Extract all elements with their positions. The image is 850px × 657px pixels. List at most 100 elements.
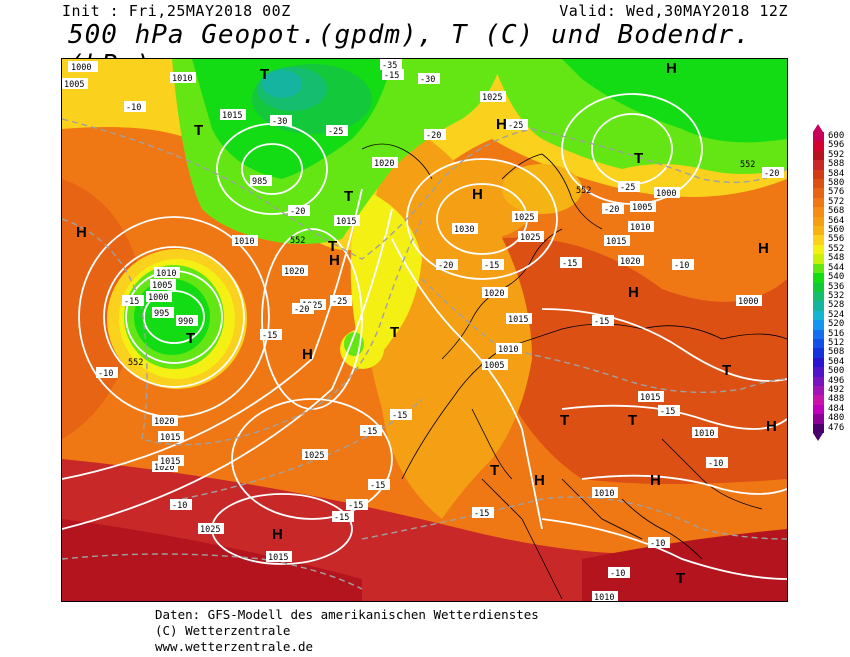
legend-label: 556 bbox=[828, 234, 845, 245]
isobar-label: 990 bbox=[176, 315, 198, 327]
isobar-label: 1025 bbox=[198, 523, 224, 535]
svg-text:1000: 1000 bbox=[71, 63, 91, 73]
temp-label: -10 bbox=[706, 457, 728, 469]
legend-label: 552 bbox=[828, 243, 845, 254]
center-h: H bbox=[766, 418, 777, 435]
svg-text:1020: 1020 bbox=[154, 463, 174, 473]
legend-swatch bbox=[813, 338, 824, 349]
legend-label: 492 bbox=[828, 384, 845, 395]
svg-text:1015: 1015 bbox=[268, 553, 288, 563]
legend-label: 588 bbox=[828, 159, 845, 170]
center-t: T bbox=[328, 238, 337, 255]
isobar-label: 1005 bbox=[62, 78, 88, 90]
legend-swatch bbox=[813, 385, 824, 396]
svg-text:1015: 1015 bbox=[606, 237, 626, 247]
isobar-label: 1030 bbox=[452, 223, 478, 235]
isobar-label: 1010 bbox=[496, 343, 522, 355]
center-h: H bbox=[329, 252, 340, 269]
temp-label: -10 bbox=[124, 101, 146, 113]
center-t: T bbox=[186, 330, 195, 347]
svg-text:-20: -20 bbox=[426, 131, 441, 141]
legend-swatch bbox=[813, 291, 824, 302]
temp-label: -30 bbox=[418, 73, 440, 85]
temp-label: -10 bbox=[608, 567, 630, 579]
isobar-label: 1025 bbox=[480, 91, 506, 103]
svg-text:1030: 1030 bbox=[454, 225, 474, 235]
svg-text:-25: -25 bbox=[328, 127, 343, 137]
legend-swatch bbox=[813, 357, 824, 368]
legend-swatch bbox=[813, 235, 824, 245]
svg-text:-10: -10 bbox=[126, 103, 141, 113]
valid-time: Valid: Wed,30MAY2018 12Z bbox=[559, 2, 788, 20]
svg-text:1020: 1020 bbox=[154, 417, 174, 427]
svg-text:-15: -15 bbox=[124, 297, 139, 307]
legend-row: 596 bbox=[813, 140, 850, 151]
height-label: 552 bbox=[128, 358, 143, 368]
temp-label: -10 bbox=[170, 499, 192, 511]
center-h: H bbox=[472, 186, 483, 203]
legend-swatch bbox=[813, 169, 824, 180]
temp-label: -15 bbox=[332, 511, 354, 523]
svg-text:-25: -25 bbox=[508, 121, 523, 131]
legend-label: 524 bbox=[828, 309, 845, 320]
legend-row: 580 bbox=[813, 178, 850, 189]
isobar-label: 1015 bbox=[158, 455, 184, 467]
legend-row: 536 bbox=[813, 282, 850, 292]
temp-label: -15 bbox=[260, 329, 282, 341]
color-legend: 600 596 592 588 584 580 576 572 568 564 560 556 552 5… bbox=[813, 124, 850, 441]
legend-swatch bbox=[813, 216, 824, 227]
legend-swatch bbox=[813, 244, 824, 255]
legend-swatch bbox=[813, 207, 824, 217]
legend-swatch bbox=[813, 282, 824, 292]
svg-text:1020: 1020 bbox=[620, 257, 640, 267]
svg-text:-15: -15 bbox=[370, 481, 385, 491]
legend-label: 600 bbox=[828, 131, 845, 141]
temp-label: -15 bbox=[592, 315, 614, 327]
isobar-label: 1015 bbox=[220, 109, 246, 121]
svg-text:-10: -10 bbox=[674, 261, 689, 271]
legend-row: 532 bbox=[813, 291, 850, 302]
isobar-label: 1025 bbox=[512, 211, 538, 223]
legend-swatch bbox=[813, 320, 824, 330]
center-t: T bbox=[634, 150, 643, 167]
legend-label: 580 bbox=[828, 178, 845, 189]
isobar-label: 1025 bbox=[518, 231, 544, 243]
isobar-label: 1005 bbox=[150, 279, 176, 291]
legend-row: 484 bbox=[813, 404, 850, 415]
legend-row: 556 bbox=[813, 234, 850, 245]
svg-text:1005: 1005 bbox=[632, 203, 652, 213]
temp-label: -25 bbox=[326, 125, 348, 137]
legend-label: 592 bbox=[828, 149, 845, 160]
legend-row: 504 bbox=[813, 356, 850, 368]
svg-text:1020: 1020 bbox=[284, 267, 304, 277]
legend-swatch bbox=[813, 179, 824, 189]
isobar-label: 1000 bbox=[146, 291, 172, 303]
svg-text:1020: 1020 bbox=[484, 289, 504, 299]
svg-text:-25: -25 bbox=[332, 297, 347, 307]
legend-row: 564 bbox=[813, 216, 850, 227]
isobar-label: 1010 bbox=[592, 487, 618, 499]
center-h: H bbox=[272, 526, 283, 543]
svg-text:1010: 1010 bbox=[156, 269, 176, 279]
isobar-label: 995 bbox=[152, 307, 174, 319]
legend-row: 572 bbox=[813, 197, 850, 208]
legend-row: 512 bbox=[813, 338, 850, 349]
isobar-label: 1015 bbox=[506, 313, 532, 325]
legend-row: 592 bbox=[813, 149, 850, 161]
isobar-label: 1000 bbox=[736, 295, 762, 307]
isobar-label: 1015 bbox=[334, 215, 360, 227]
svg-text:1025: 1025 bbox=[482, 93, 502, 103]
svg-text:-25: -25 bbox=[620, 183, 635, 193]
legend-label: 504 bbox=[828, 356, 845, 367]
isobar-label: 1000 bbox=[654, 187, 680, 199]
legend-row: 540 bbox=[813, 272, 850, 283]
isobar-label: 1000 bbox=[68, 61, 98, 73]
temp-label: -15 bbox=[122, 295, 144, 307]
temp-label: -15 bbox=[560, 257, 582, 269]
svg-text:1015: 1015 bbox=[336, 217, 356, 227]
legend-label: 584 bbox=[828, 168, 845, 179]
legend-row: 508 bbox=[813, 347, 850, 358]
legend-swatch bbox=[813, 263, 824, 274]
isobar-label: 1010 bbox=[692, 427, 718, 439]
svg-text:-10: -10 bbox=[172, 501, 187, 511]
